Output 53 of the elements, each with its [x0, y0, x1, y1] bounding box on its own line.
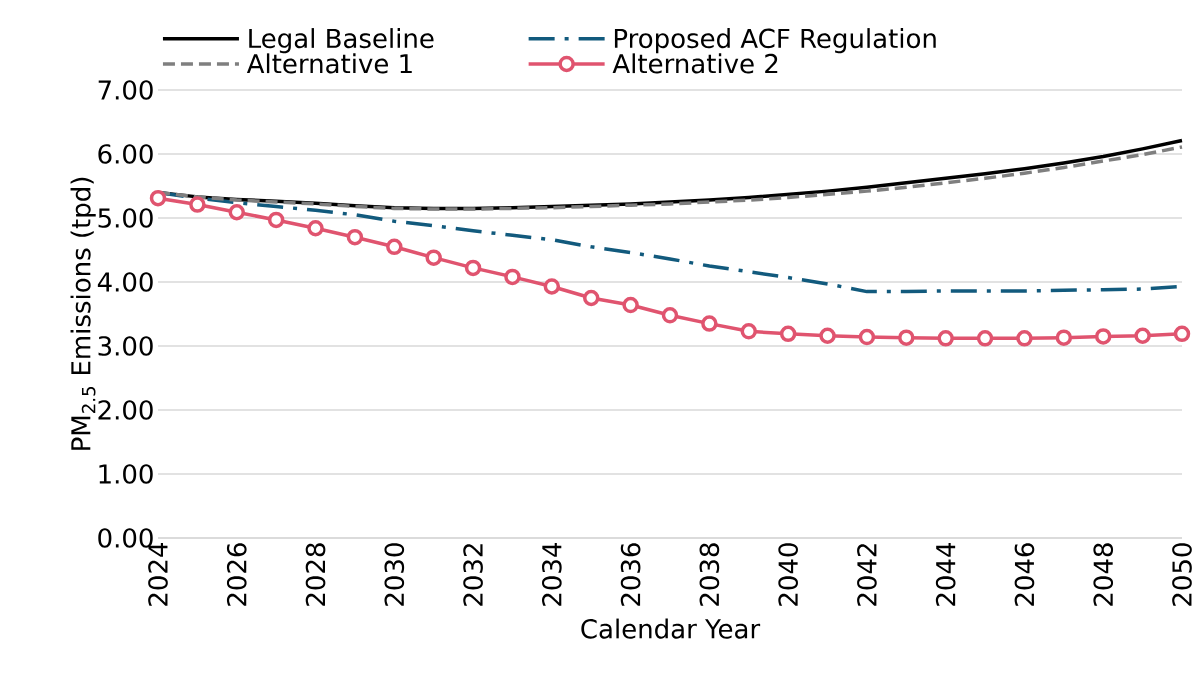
legend-label: Proposed ACF Regulation [614, 28, 936, 54]
y-tick-label: 1.00 [99, 464, 153, 484]
point [1016, 330, 1033, 347]
x-tick-label: 2034 [542, 543, 562, 606]
point [1134, 327, 1151, 345]
y-axis-title: PM$_{2.5}$ Emissions (tpd) [70, 177, 96, 450]
legend-label: Alternative 1 [246, 53, 412, 74]
x-axis-title: Calendar Year [581, 618, 761, 639]
x-tick-label: 2050 [1172, 543, 1192, 606]
point [976, 330, 994, 347]
y-tick-label: 4.00 [97, 272, 153, 292]
point [582, 289, 600, 307]
legend-label: Alternative 2 [612, 53, 778, 74]
point [701, 315, 718, 332]
point [622, 296, 639, 314]
point [937, 330, 954, 347]
point [1055, 329, 1073, 346]
point [543, 278, 561, 295]
point [858, 328, 876, 346]
x-tick-label: 2040 [778, 543, 798, 606]
point [346, 228, 364, 246]
y-tick-label: 3.00 [98, 336, 153, 356]
point [819, 327, 836, 345]
y-tick-label: 6.00 [98, 144, 153, 164]
point [228, 203, 246, 221]
x-tick-label: 2026 [226, 543, 247, 606]
point [740, 323, 758, 340]
x-tick-label: 2048 [1093, 543, 1114, 606]
point [386, 238, 403, 256]
point [1173, 325, 1191, 343]
y-tick-label: 7.00 [98, 80, 153, 100]
x-tick-label: 2042 [857, 544, 877, 606]
point [779, 325, 797, 343]
y-tick-label: 5.00 [98, 208, 153, 228]
x-tick-label: 2038 [699, 543, 720, 606]
point [1094, 328, 1112, 345]
point [425, 249, 442, 266]
point [149, 189, 167, 207]
x-tick-label: 2032 [463, 544, 483, 606]
x-tick-label: 2044 [935, 543, 956, 606]
x-tick-label: 2036 [620, 543, 641, 606]
point [504, 268, 521, 286]
point [267, 211, 285, 229]
y-tick-label: 2.00 [98, 400, 153, 420]
legend-label: Legal Baseline [249, 28, 434, 54]
point [898, 329, 915, 346]
point [307, 219, 324, 237]
point [189, 196, 206, 213]
x-tick-label: 2028 [305, 543, 326, 606]
point [661, 307, 679, 324]
point [464, 259, 482, 277]
x-tick-label: 2046 [1014, 543, 1035, 606]
x-tick-label: 2030 [384, 543, 405, 606]
